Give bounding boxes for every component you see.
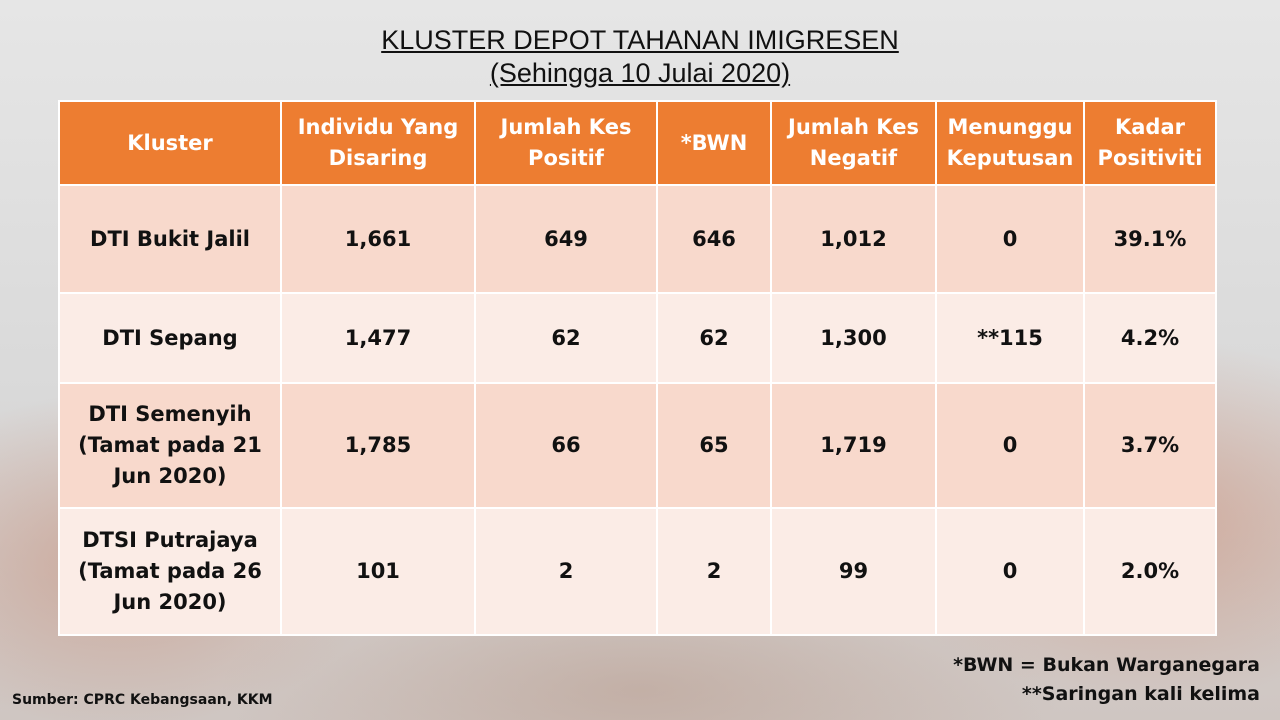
- header-kluster: Kluster: [58, 100, 282, 186]
- cell-kadar-positiviti: 3.7%: [1083, 382, 1217, 509]
- cell-kluster: DTSI Putrajaya (Tamat pada 26 Jun 2020): [58, 507, 282, 636]
- cell-kadar-positiviti: 2.0%: [1083, 507, 1217, 636]
- header-kadar-positiviti: Kadar Positiviti: [1083, 100, 1217, 186]
- header-menunggu-keputusan: Menunggu Keputusan: [935, 100, 1085, 186]
- page-title: KLUSTER DEPOT TAHANAN IMIGRESEN: [381, 25, 899, 55]
- cell-kes-positif: 66: [474, 382, 658, 509]
- cell-menunggu-keputusan: 0: [935, 184, 1085, 294]
- cell-kadar-positiviti: 39.1%: [1083, 184, 1217, 294]
- cell-bwn: 646: [656, 184, 772, 294]
- cell-kes-negatif: 1,719: [770, 382, 937, 509]
- cell-kadar-positiviti: 4.2%: [1083, 292, 1217, 384]
- cell-kes-positif: 2: [474, 507, 658, 636]
- cell-individu-disaring: 101: [280, 507, 476, 636]
- table-row: DTI Sepang 1,477 62 62 1,300 **115 4.2%: [58, 292, 1217, 384]
- table-header-row: Kluster Individu Yang Disaring Jumlah Ke…: [58, 100, 1217, 186]
- cell-bwn: 65: [656, 382, 772, 509]
- cell-kluster: DTI Bukit Jalil: [58, 184, 282, 294]
- cell-menunggu-keputusan: 0: [935, 382, 1085, 509]
- cluster-table: Kluster Individu Yang Disaring Jumlah Ke…: [58, 100, 1217, 636]
- cell-menunggu-keputusan: 0: [935, 507, 1085, 636]
- cell-individu-disaring: 1,661: [280, 184, 476, 294]
- cell-bwn: 2: [656, 507, 772, 636]
- table-row: DTI Semenyih (Tamat pada 21 Jun 2020) 1,…: [58, 382, 1217, 509]
- header-kes-negatif: Jumlah Kes Negatif: [770, 100, 937, 186]
- header-individu-disaring: Individu Yang Disaring: [280, 100, 476, 186]
- page-subtitle: (Sehingga 10 Julai 2020): [489, 58, 791, 88]
- cell-kes-negatif: 1,300: [770, 292, 937, 384]
- source-credit: Sumber: CPRC Kebangsaan, KKM: [12, 692, 273, 708]
- cell-kes-positif: 62: [474, 292, 658, 384]
- cell-kluster: DTI Semenyih (Tamat pada 21 Jun 2020): [58, 382, 282, 509]
- cell-individu-disaring: 1,785: [280, 382, 476, 509]
- cell-kluster: DTI Sepang: [58, 292, 282, 384]
- note-saringan: **Saringan kali kelima: [1021, 683, 1260, 705]
- header-bwn: *BWN: [656, 100, 772, 186]
- cell-kes-positif: 649: [474, 184, 658, 294]
- cell-bwn: 62: [656, 292, 772, 384]
- header-kes-positif: Jumlah Kes Positif: [474, 100, 658, 186]
- cell-kes-negatif: 99: [770, 507, 937, 636]
- table-row: DTI Bukit Jalil 1,661 649 646 1,012 0 39…: [58, 184, 1217, 294]
- cell-individu-disaring: 1,477: [280, 292, 476, 384]
- table-row: DTSI Putrajaya (Tamat pada 26 Jun 2020) …: [58, 507, 1217, 636]
- cell-kes-negatif: 1,012: [770, 184, 937, 294]
- cell-menunggu-keputusan: **115: [935, 292, 1085, 384]
- note-bwn: *BWN = Bukan Warganegara: [953, 654, 1260, 676]
